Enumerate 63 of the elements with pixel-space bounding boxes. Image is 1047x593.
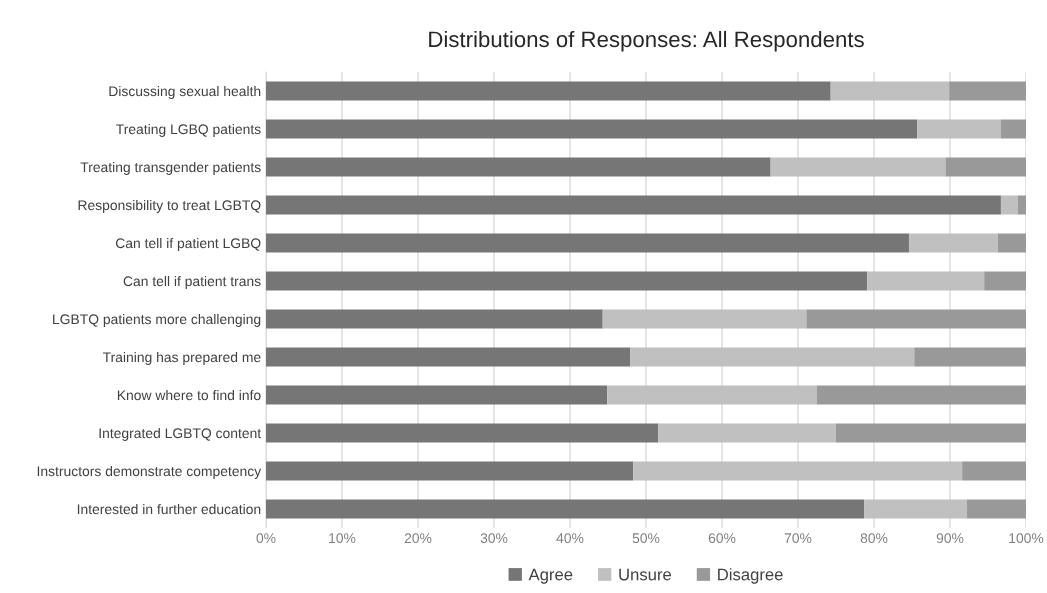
bar (633, 461, 963, 481)
bar (266, 119, 918, 139)
bar (266, 423, 659, 443)
bar (607, 385, 817, 405)
x-tick-label: 70% (784, 533, 812, 544)
bar (997, 233, 1026, 253)
bar (1000, 195, 1018, 215)
x-tick-label: 50% (632, 533, 660, 544)
bar (630, 347, 915, 367)
x-tick-label: 0% (256, 533, 276, 544)
x-tick-label: 10% (329, 533, 356, 544)
bar (806, 309, 1026, 329)
bar (266, 81, 831, 101)
bar (908, 233, 998, 253)
y-tick-label: Interested in further education (77, 503, 261, 515)
y-tick-label: Training has prepared me (102, 351, 261, 365)
bar (266, 499, 865, 519)
bar (836, 423, 1026, 443)
bar (914, 347, 1026, 367)
bar (945, 157, 1026, 177)
x-tick-label: 100% (1009, 533, 1044, 544)
bar (817, 385, 1026, 405)
legend-label: Agree (528, 568, 573, 584)
y-tick-label: Discussing sexual health (109, 85, 261, 99)
bar (266, 385, 608, 405)
bar (864, 499, 967, 519)
y-tick-label: Know where to find info (117, 389, 261, 401)
bar (266, 157, 771, 177)
bar (917, 119, 1001, 139)
y-tick-label: Can tell if patient trans (123, 275, 261, 289)
bar (602, 309, 807, 329)
bar (266, 271, 868, 291)
y-tick-label: Treating LGBQ patients (116, 123, 261, 137)
x-tick-label: 40% (556, 533, 584, 544)
legend-label: Disagree (718, 568, 783, 584)
x-tick-label: 90% (936, 533, 964, 544)
y-tick-label: Responsibility to treat LGBTQ (78, 199, 261, 213)
bar (266, 309, 603, 329)
legend-label: Unsure (619, 568, 672, 581)
x-tick-label: 60% (708, 533, 736, 544)
y-tick-label: Treating transgender patients (80, 161, 261, 175)
bar (266, 233, 909, 253)
bar (830, 81, 950, 101)
bar (658, 423, 836, 443)
y-tick-label: Instructors demonstrate competency (37, 465, 262, 479)
bar (962, 461, 1026, 481)
x-tick-label: 30% (480, 533, 508, 544)
y-tick-label: Integrated LGBTQ content (99, 427, 262, 441)
chart-title: Distributions of Responses: All Respondents (429, 30, 864, 52)
y-tick-label: LGBTQ patients more challenging (53, 313, 261, 327)
bar (266, 461, 634, 481)
x-tick-label: 80% (860, 533, 888, 544)
x-tick-label: 20% (404, 533, 432, 544)
bar (949, 81, 1026, 101)
bar (266, 347, 631, 367)
bar (966, 499, 1026, 519)
bar (1017, 195, 1026, 215)
y-tick-label: Can tell if patient LGBQ (115, 237, 261, 251)
bar (867, 271, 985, 291)
bar (1000, 119, 1026, 139)
bar (770, 157, 946, 177)
bar (984, 271, 1026, 291)
bar (266, 195, 1001, 215)
